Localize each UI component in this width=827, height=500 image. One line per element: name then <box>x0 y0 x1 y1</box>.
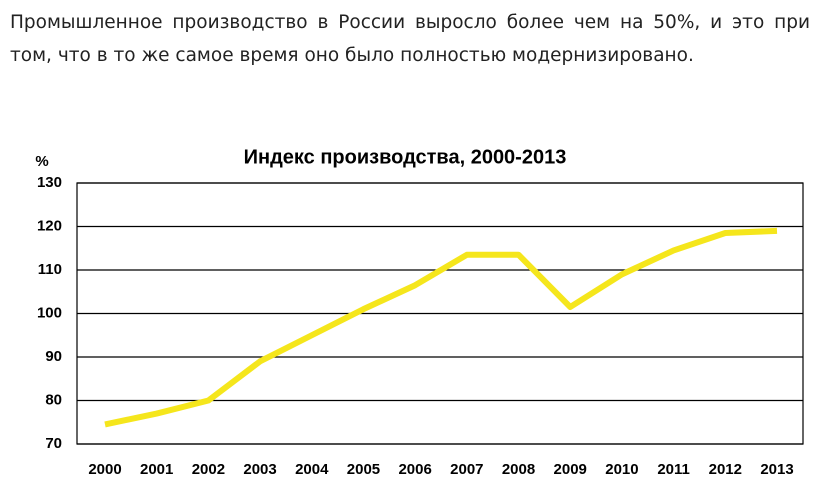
x-tick-label: 2004 <box>295 461 329 478</box>
x-tick-label: 2008 <box>502 461 535 478</box>
x-tick-label: 2012 <box>709 461 742 478</box>
y-tick-label: 90 <box>45 348 62 365</box>
chart-title: Индекс производства, 2000-2013 <box>244 146 567 168</box>
y-tick-label: 70 <box>45 435 62 452</box>
y-tick-label: 110 <box>38 261 62 278</box>
x-tick-label: 2007 <box>450 461 483 478</box>
y-tick-label: 120 <box>37 217 62 234</box>
x-tick-label: 2009 <box>554 461 587 478</box>
y-axis-label: % <box>35 153 48 170</box>
x-tick-label: 2010 <box>605 461 638 478</box>
x-tick-label: 2002 <box>192 461 225 478</box>
paragraph: Промышленное производство в России вырос… <box>10 12 810 66</box>
y-tick-label: 80 <box>45 391 62 408</box>
data-line <box>104 227 778 428</box>
x-tick-label: 2013 <box>760 461 793 478</box>
x-tick-label: 2003 <box>243 461 276 478</box>
y-tick-label: 100 <box>37 304 62 321</box>
x-tick-label: 2005 <box>347 461 380 478</box>
x-tick-label: 2001 <box>140 461 173 478</box>
x-tick-label: 2006 <box>398 461 431 478</box>
x-tick-label: 2000 <box>88 461 121 478</box>
x-tick-label: 2011 <box>657 461 690 478</box>
y-tick-label: 130 <box>37 174 62 191</box>
